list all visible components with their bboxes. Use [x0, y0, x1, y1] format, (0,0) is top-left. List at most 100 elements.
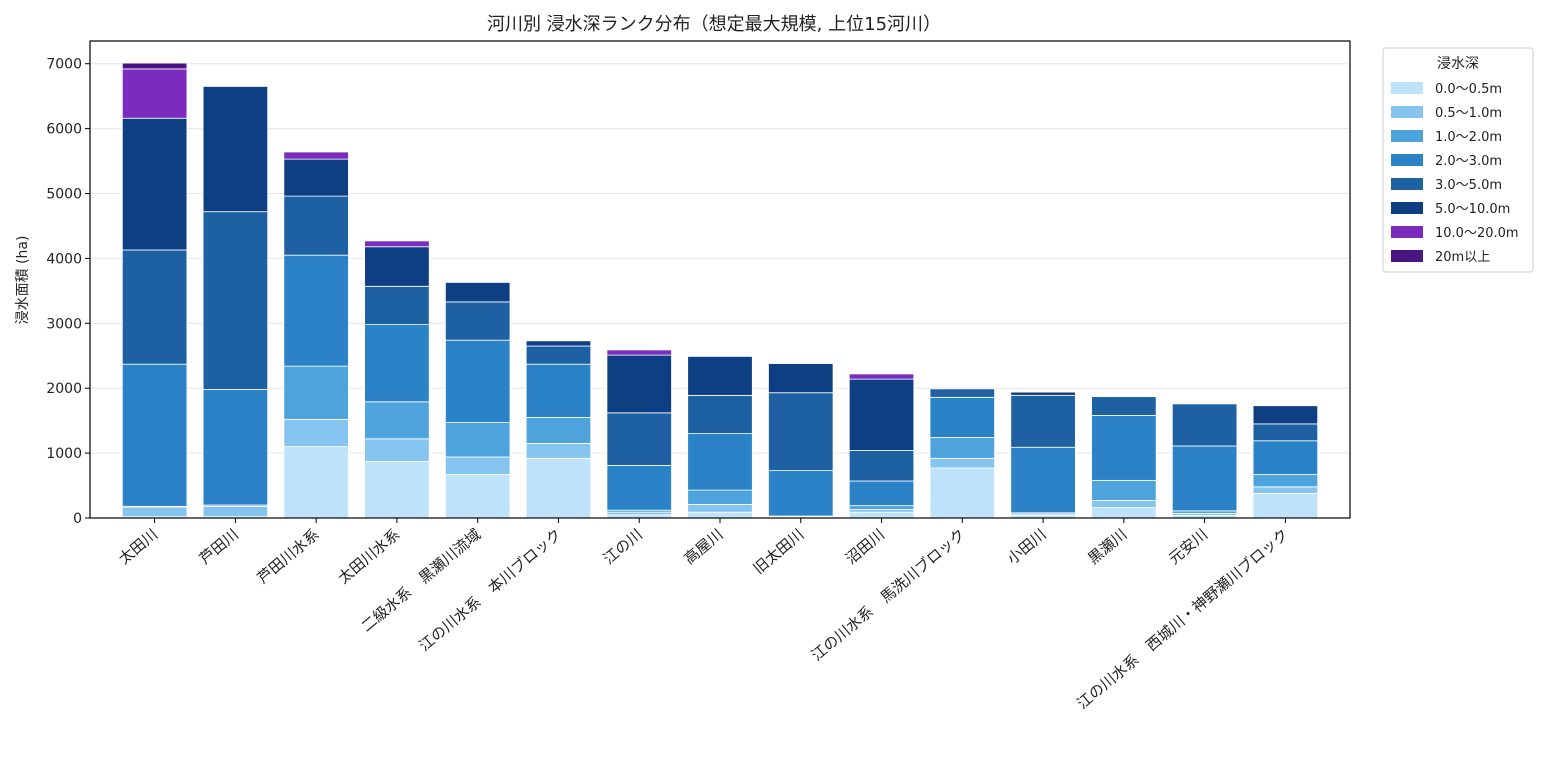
- legend-label: 1.0〜2.0m: [1435, 130, 1502, 145]
- bar-segment: [768, 363, 834, 394]
- bar-segment: [848, 505, 915, 510]
- bar-segment: [364, 240, 430, 248]
- bar-segment: [1010, 394, 1076, 448]
- bar-segment: [1252, 423, 1319, 442]
- bar-segment: [1010, 446, 1076, 514]
- bar-segment: [364, 246, 430, 287]
- bar-segment: [283, 254, 349, 367]
- x-tick-label: 黒瀬川: [1084, 525, 1130, 568]
- bar-segment: [848, 511, 915, 519]
- x-tick-label: 江の川水系 本川ブロック: [416, 525, 565, 655]
- y-tick-label: 4000: [46, 251, 82, 267]
- y-tick-label: 7000: [46, 57, 82, 73]
- bar-segment: [687, 394, 753, 435]
- bar-segment: [768, 392, 834, 472]
- x-tick-label: 芦田川水系: [254, 525, 323, 587]
- bar-segment: [444, 474, 511, 519]
- bar-segment: [202, 86, 269, 213]
- y-tick-label: 0: [73, 511, 82, 527]
- x-tick-label: 江の川: [600, 525, 646, 568]
- legend-swatch: [1391, 106, 1423, 118]
- x-tick-label: 太田川: [115, 525, 161, 568]
- bar-segment: [848, 373, 915, 380]
- y-tick-label: 3000: [46, 316, 82, 332]
- bar-segment: [1171, 402, 1238, 405]
- chart-title: 河川別 浸水深ランク分布（想定最大規模, 上位15河川）: [487, 14, 941, 35]
- bar-segment: [687, 489, 753, 505]
- legend-label: 2.0〜3.0m: [1435, 154, 1502, 169]
- bar-segment: [1252, 492, 1319, 519]
- y-tick-label: 1000: [46, 446, 82, 462]
- bar-segment: [929, 457, 996, 469]
- bar-segment: [606, 412, 672, 466]
- bar-segment: [364, 438, 430, 462]
- bar-segment: [444, 422, 511, 458]
- legend-label: 5.0〜10.0m: [1435, 202, 1510, 217]
- legend: 浸水深 0.0〜0.5m 0.5〜1.0m 1.0〜2.0m 2.0〜3.0m 3.0〜…: [1382, 47, 1534, 273]
- bar-segment: [687, 356, 753, 396]
- bar-segment: [444, 301, 511, 341]
- legend-label: 20m以上: [1435, 250, 1490, 265]
- bar-segment: [444, 282, 511, 303]
- bar-segment: [606, 465, 672, 511]
- bar-segment: [364, 285, 430, 326]
- bar-segment: [202, 505, 269, 518]
- bar-segment: [283, 195, 349, 256]
- bar-segment: [202, 389, 269, 506]
- legend-swatch: [1391, 82, 1423, 94]
- bar-segment: [525, 417, 592, 444]
- y-tick-label: 5000: [46, 187, 82, 203]
- y-tick-label: 2000: [46, 381, 82, 397]
- y-axis-label: 浸水面積 (ha): [15, 236, 31, 325]
- x-tick-label: 太田川水系: [334, 525, 403, 587]
- y-tick-label: 6000: [46, 122, 82, 138]
- bar-segment: [606, 354, 672, 414]
- bar-segment: [687, 433, 753, 491]
- bar-segment: [121, 68, 188, 119]
- bars: [121, 62, 1319, 519]
- bar-segment: [444, 339, 511, 424]
- bar-segment: [1252, 440, 1319, 475]
- bar-segment: [1091, 396, 1157, 416]
- legend-swatch: [1391, 178, 1423, 190]
- bar-segment: [121, 117, 188, 251]
- legend-label: 0.0〜0.5m: [1435, 82, 1502, 97]
- bar-segment: [202, 211, 269, 390]
- bar-segment: [364, 324, 430, 403]
- legend-label: 0.5〜1.0m: [1435, 106, 1502, 121]
- bar-segment: [1252, 405, 1319, 425]
- bar-segment: [525, 340, 592, 347]
- bar-segment: [1252, 474, 1319, 488]
- legend-swatch: [1391, 250, 1423, 262]
- legend-label: 3.0〜5.0m: [1435, 178, 1502, 193]
- y-axis: 0 1000 2000 3000 4000 5000 6000 7000: [46, 57, 90, 527]
- x-tick-label: 江の川水系 馬洗川ブロック: [808, 525, 969, 664]
- legend-swatch: [1391, 130, 1423, 142]
- bar-segment: [444, 456, 511, 475]
- bar-segment: [1091, 415, 1157, 481]
- bar-segment: [848, 378, 915, 451]
- bar-segment: [121, 363, 188, 507]
- x-tick-label: 高屋川: [681, 525, 727, 568]
- bar-segment: [283, 446, 349, 519]
- bar-segment: [364, 461, 430, 519]
- bar-segment: [1091, 500, 1157, 509]
- bar-segment: [687, 503, 753, 513]
- bar-segment: [121, 249, 188, 365]
- bar-segment: [525, 442, 592, 459]
- bar-segment: [364, 401, 430, 440]
- bar-segment: [1010, 391, 1076, 396]
- x-tick-label: 旧太田川: [750, 525, 808, 577]
- bar-segment: [929, 467, 996, 519]
- bar-segment: [1091, 479, 1157, 501]
- legend-swatch: [1391, 202, 1423, 214]
- bar-segment: [929, 396, 996, 438]
- bar-segment: [1171, 403, 1238, 447]
- bar-segment: [525, 457, 592, 519]
- bar-segment: [768, 470, 834, 517]
- x-tick-label: 元安川: [1165, 525, 1211, 568]
- bar-segment: [283, 158, 349, 197]
- bar-segment: [929, 437, 996, 459]
